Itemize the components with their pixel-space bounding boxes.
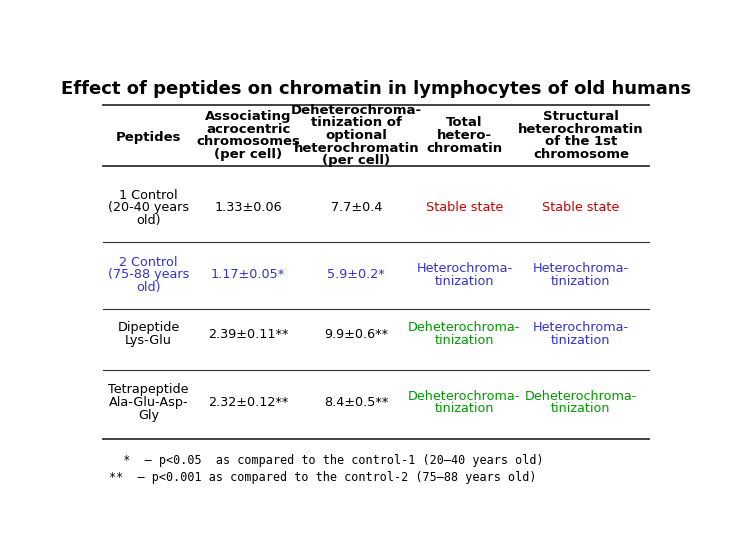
Text: Tetrapeptide: Tetrapeptide (109, 384, 189, 397)
Text: tinization: tinization (435, 275, 494, 287)
Text: 1 Control: 1 Control (120, 189, 178, 202)
Text: Heterochroma-: Heterochroma- (533, 262, 629, 275)
Text: Heterochroma-: Heterochroma- (533, 322, 629, 335)
Text: tinization: tinization (435, 334, 494, 347)
Text: of the 1st: of the 1st (545, 135, 617, 148)
Text: (per cell): (per cell) (214, 148, 283, 161)
Text: tinization: tinization (551, 402, 611, 415)
Text: Gly: Gly (138, 409, 159, 422)
Text: hetero-: hetero- (437, 129, 492, 142)
Text: Dipeptide: Dipeptide (117, 322, 180, 335)
Text: Deheterochroma-: Deheterochroma- (291, 104, 422, 117)
Text: Lys-Glu: Lys-Glu (126, 334, 172, 347)
Text: *  — p<0.05  as compared to the control-1 (20–40 years old): * — p<0.05 as compared to the control-1 … (109, 454, 543, 467)
Text: 2.39±0.11**: 2.39±0.11** (208, 327, 288, 341)
Text: Structural: Structural (543, 110, 619, 123)
Text: Deheterochroma-: Deheterochroma- (408, 322, 520, 335)
Text: Total: Total (446, 116, 482, 129)
Text: 7.7±0.4: 7.7±0.4 (330, 201, 382, 214)
Text: old): old) (137, 214, 161, 227)
Text: 9.9±0.6**: 9.9±0.6** (324, 327, 388, 341)
Text: Stable state: Stable state (542, 201, 619, 214)
Text: (75-88 years: (75-88 years (108, 268, 189, 281)
Text: tinization: tinization (551, 275, 611, 287)
Text: 1.33±0.06: 1.33±0.06 (214, 201, 282, 214)
Text: tinization: tinization (551, 334, 611, 347)
Text: **  — p<0.001 as compared to the control-2 (75–88 years old): ** — p<0.001 as compared to the control-… (109, 471, 537, 484)
Text: tinization: tinization (435, 402, 494, 415)
Text: Deheterochroma-: Deheterochroma- (408, 390, 520, 403)
Text: heterochromatin: heterochromatin (294, 141, 419, 154)
Text: heterochromatin: heterochromatin (518, 122, 644, 135)
Text: chromosome: chromosome (533, 148, 629, 161)
Text: Heterochroma-: Heterochroma- (416, 262, 512, 275)
Text: 5.9±0.2*: 5.9±0.2* (327, 268, 385, 281)
Text: (20-40 years: (20-40 years (108, 201, 189, 214)
Text: 1.17±0.05*: 1.17±0.05* (211, 268, 286, 281)
Text: chromosomes: chromosomes (196, 135, 300, 148)
Text: 8.4±0.5**: 8.4±0.5** (324, 396, 388, 409)
Text: Deheterochroma-: Deheterochroma- (525, 390, 637, 403)
Text: acrocentric: acrocentric (206, 122, 291, 135)
Text: optional: optional (325, 129, 388, 142)
Text: Ala-Glu-Asp-: Ala-Glu-Asp- (109, 396, 189, 409)
Text: 2 Control: 2 Control (120, 256, 178, 269)
Text: Stable state: Stable state (426, 201, 503, 214)
Text: chromatin: chromatin (426, 141, 502, 154)
Text: Effect of peptides on chromatin in lymphocytes of old humans: Effect of peptides on chromatin in lymph… (61, 80, 691, 98)
Text: old): old) (137, 281, 161, 294)
Text: 2.32±0.12**: 2.32±0.12** (208, 396, 288, 409)
Text: (per cell): (per cell) (322, 154, 390, 167)
Text: tinization of: tinization of (310, 116, 401, 129)
Text: Associating: Associating (205, 110, 291, 123)
Text: Peptides: Peptides (116, 131, 181, 144)
